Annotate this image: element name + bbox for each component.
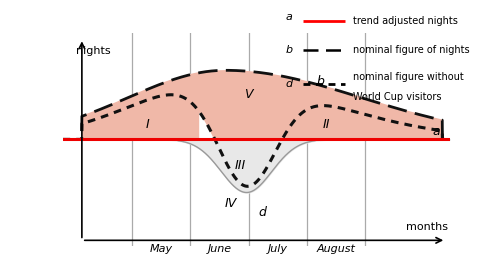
Text: trend adjusted nights: trend adjusted nights [353,16,458,26]
Text: b: b [286,45,293,55]
Text: a: a [286,12,293,22]
Text: nominal figure without: nominal figure without [353,71,464,82]
Text: d: d [286,79,293,89]
Text: July: July [268,244,287,254]
Text: IV: IV [225,197,237,210]
Text: nominal figure of nights: nominal figure of nights [353,45,470,55]
Text: August: August [316,244,355,254]
Text: months: months [406,222,448,232]
Text: b: b [316,75,324,88]
Text: V: V [244,88,253,101]
Text: World Cup visitors: World Cup visitors [353,92,442,102]
Text: d: d [258,206,266,219]
Text: II: II [322,118,330,131]
Text: a: a [432,125,440,138]
Text: nights: nights [76,46,110,56]
Text: III: III [235,160,246,172]
Text: May: May [150,244,173,254]
Text: I: I [146,118,150,131]
Text: June: June [208,244,232,254]
